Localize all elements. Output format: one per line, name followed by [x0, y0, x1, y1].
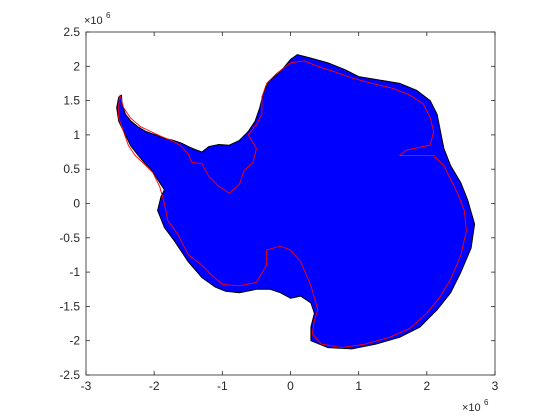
y-tick-label: 0 [73, 197, 80, 211]
y-axis-ticks: -2.5 -2 -1.5 -1 -0.5 0 0.5 1 1.5 2 2.5 [59, 25, 495, 382]
y-tick-label: 1.5 [63, 94, 80, 108]
x-tick-label: -2 [149, 379, 160, 393]
x-multiplier-exponent: 6 [484, 398, 489, 407]
x-multiplier-base: ×10 [462, 402, 481, 414]
x-tick-label: -1 [217, 379, 228, 393]
y-axis-multiplier: ×10 6 [84, 11, 111, 27]
plot-area [116, 54, 476, 350]
x-tick-label: 0 [287, 379, 294, 393]
y-tick-label: 2 [73, 59, 80, 73]
x-axis-multiplier: ×10 6 [462, 398, 489, 414]
y-tick-label: 1 [73, 128, 80, 142]
y-tick-label: -0.5 [59, 231, 80, 245]
x-tick-label: -3 [81, 379, 92, 393]
grounded-ice-region [116, 54, 476, 350]
y-tick-label: -1.5 [59, 299, 80, 313]
y-tick-label: -1 [69, 265, 80, 279]
x-axis-ticks: -3 -2 -1 0 1 2 3 [81, 32, 499, 393]
y-tick-label: 2.5 [63, 25, 80, 39]
y-multiplier-exponent: 6 [106, 11, 111, 20]
x-tick-label: 1 [355, 379, 362, 393]
y-tick-label: -2.5 [59, 368, 80, 382]
x-tick-label: 2 [423, 379, 430, 393]
y-tick-label: 0.5 [63, 162, 80, 176]
y-tick-label: -2 [69, 334, 80, 348]
x-tick-label: 3 [492, 379, 499, 393]
grounding-line [118, 60, 467, 349]
y-multiplier-base: ×10 [84, 15, 103, 27]
